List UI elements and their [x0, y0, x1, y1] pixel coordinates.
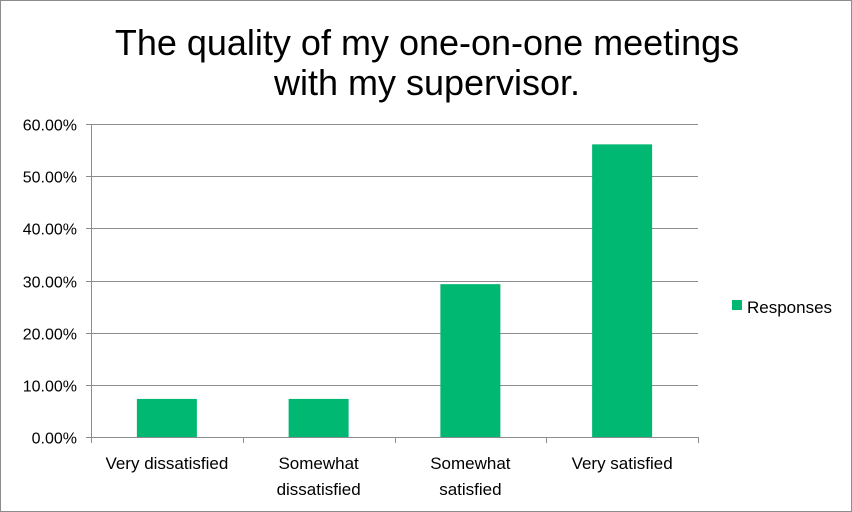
- x-category-label: dissatisfied: [277, 480, 361, 499]
- chart-title-line-2: with my supervisor.: [273, 62, 580, 103]
- y-axis-tick-labels: 0.00% 10.00% 20.00% 30.00% 40.00% 50.00% 60.00…: [23, 118, 77, 448]
- x-category-label: Very satisfied: [572, 454, 673, 473]
- y-tick-label: 30.00%: [23, 275, 77, 292]
- axes: [91, 124, 699, 443]
- y-tick-label: 40.00%: [23, 222, 77, 239]
- chart-title-line-1: The quality of my one-on-one meetings: [115, 22, 739, 63]
- x-category-label: satisfied: [439, 480, 501, 499]
- legend: Responses: [732, 298, 832, 317]
- legend-swatch: [732, 300, 742, 310]
- x-category-label: Very dissatisfied: [105, 454, 228, 473]
- bar: [440, 284, 501, 437]
- bar: [288, 398, 349, 437]
- legend-label: Responses: [747, 298, 832, 317]
- chart-title: The quality of my one-on-one meetings wi…: [115, 22, 739, 103]
- gridlines: [86, 124, 698, 438]
- x-category-label: Somewhat: [430, 454, 511, 473]
- x-category-label: Somewhat: [278, 454, 359, 473]
- bar: [136, 398, 197, 437]
- x-axis-category-labels: Very dissatisfied Somewhat dissatisfied Som…: [105, 454, 672, 499]
- bar: [592, 144, 653, 437]
- y-tick-label: 50.00%: [23, 170, 77, 187]
- y-tick-label: 10.00%: [23, 379, 77, 396]
- bars: [136, 144, 653, 437]
- y-tick-label: 20.00%: [23, 327, 77, 344]
- y-tick-label: 0.00%: [32, 431, 77, 448]
- y-tick-label: 60.00%: [23, 118, 77, 135]
